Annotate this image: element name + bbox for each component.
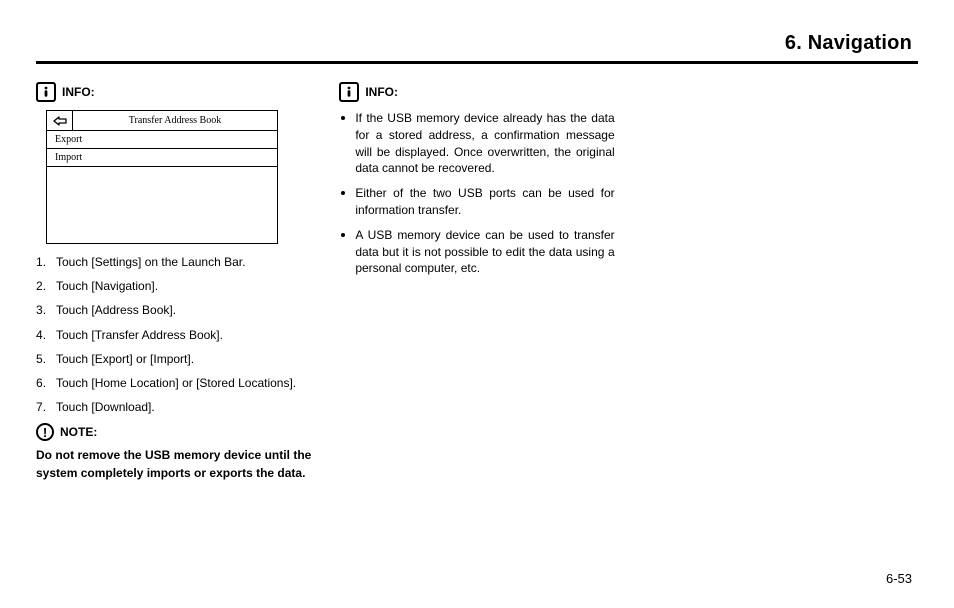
info-icon [339, 82, 359, 102]
info-bullets: If the USB memory device already has the… [339, 110, 614, 277]
info-heading: INFO: [339, 82, 614, 102]
header-rule [36, 61, 918, 64]
mock-empty-area [47, 167, 277, 243]
note-heading: ! NOTE: [36, 423, 311, 441]
info-icon [36, 82, 56, 102]
list-item: Touch [Transfer Address Book]. [36, 327, 311, 343]
procedure-steps: Touch [Settings] on the Launch Bar. Touc… [36, 254, 311, 415]
list-item: Touch [Address Book]. [36, 302, 311, 318]
mock-title: Transfer Address Book [73, 111, 277, 130]
list-item: Touch [Settings] on the Launch Bar. [36, 254, 311, 270]
list-item: Touch [Export] or [Import]. [36, 351, 311, 367]
list-item: Touch [Download]. [36, 399, 311, 415]
back-icon [47, 111, 73, 130]
page-header: 6. Navigation [36, 32, 918, 55]
page-number: 6-53 [886, 571, 912, 586]
alert-icon: ! [36, 423, 54, 441]
content-columns: INFO: Transfer Address Book Export Impor… [36, 82, 918, 482]
info-heading: INFO: [36, 82, 311, 102]
list-item: Touch [Navigation]. [36, 278, 311, 294]
transfer-address-book-screenshot: Transfer Address Book Export Import [46, 110, 278, 244]
list-item: A USB memory device can be used to trans… [339, 227, 614, 277]
note-label: NOTE: [60, 425, 97, 439]
info-label: INFO: [62, 85, 95, 99]
info-label: INFO: [365, 85, 398, 99]
chapter-title: 6. Navigation [785, 32, 912, 54]
column-left: INFO: Transfer Address Book Export Impor… [36, 82, 311, 482]
list-item: If the USB memory device already has the… [339, 110, 614, 177]
manual-page: 6. Navigation INFO: [0, 0, 954, 608]
column-right [643, 82, 918, 482]
list-item: Touch [Home Location] or [Stored Locatio… [36, 375, 311, 391]
list-item: Either of the two USB ports can be used … [339, 185, 614, 219]
mock-row-export: Export [47, 131, 277, 149]
column-middle: INFO: If the USB memory device already h… [339, 82, 614, 482]
mock-header: Transfer Address Book [47, 111, 277, 131]
note-text: Do not remove the USB memory device unti… [36, 447, 311, 482]
mock-row-import: Import [47, 149, 277, 167]
